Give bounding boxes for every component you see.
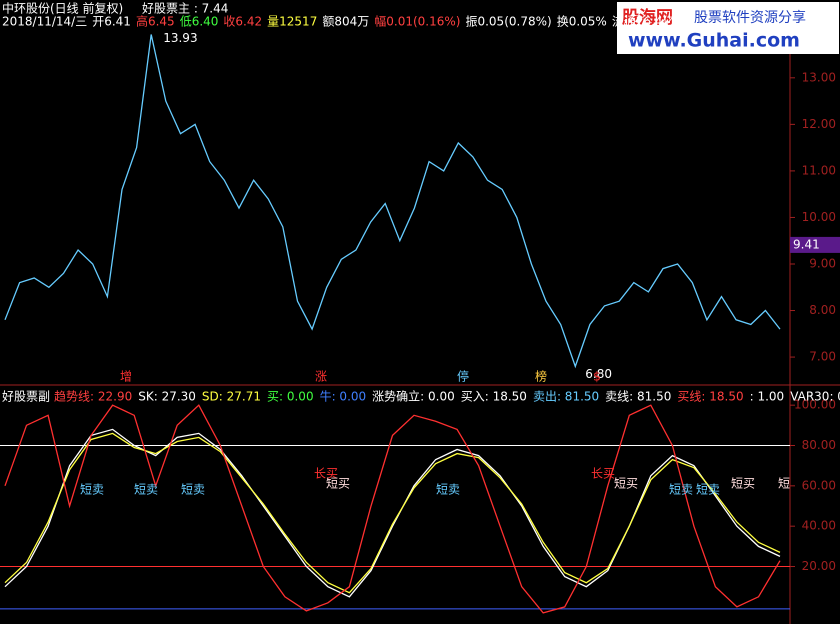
quote-item: 额804万 bbox=[322, 15, 369, 29]
series-line bbox=[4, 432, 781, 594]
legend-item: 趋势线: 22.90 bbox=[54, 390, 132, 404]
quote-item: 换0.05% bbox=[557, 15, 607, 29]
logo-box bbox=[617, 2, 839, 54]
event-marker: 增 bbox=[120, 370, 132, 384]
signal-label: 短卖 bbox=[181, 483, 205, 497]
max-label: 13.93 bbox=[163, 31, 197, 45]
quote-item: 幅0.01(0.16%) bbox=[374, 14, 460, 29]
legend-item: : 1.00 bbox=[750, 390, 785, 404]
event-marker: 榜 bbox=[535, 369, 547, 384]
signal-label: 短卖 bbox=[134, 483, 158, 497]
legend-item: SD: 27.71 bbox=[202, 390, 261, 404]
legend-item: 买线: 18.50 bbox=[677, 390, 743, 404]
legend-item: 买: 0.00 bbox=[267, 390, 314, 404]
signal-label: 短买 bbox=[326, 477, 350, 491]
y-tick-label: 60.00 bbox=[802, 478, 836, 492]
min-label: 6.80 bbox=[585, 367, 612, 381]
y-tick-label: 12.00 bbox=[802, 117, 836, 131]
legend-item: 买入: 18.50 bbox=[461, 390, 527, 404]
logo-url: www.Guhai.com bbox=[628, 30, 800, 52]
signal-label: 短卖 bbox=[669, 483, 693, 497]
legend-item: 卖出: 81.50 bbox=[533, 390, 599, 404]
series-line bbox=[4, 34, 781, 369]
price-tag-label: 9.41 bbox=[793, 237, 820, 251]
quote-item: 2018/11/14/三 bbox=[2, 15, 87, 29]
y-tick-label: 8.00 bbox=[809, 303, 836, 317]
y-tick-label: 11.00 bbox=[802, 163, 836, 177]
series-line bbox=[4, 404, 781, 614]
y-tick-label: 13.00 bbox=[802, 70, 836, 84]
header-indicator: 好股票主 : 7.44 bbox=[142, 2, 228, 16]
signal-label: 短 bbox=[778, 477, 790, 491]
header-title: 中环股份(日线 前复权) bbox=[2, 1, 123, 16]
quote-item: 收6.42 bbox=[223, 15, 262, 29]
logo-brand: 股海网 bbox=[622, 7, 673, 28]
y-tick-label: 20.00 bbox=[802, 559, 836, 573]
y-tick-label: 7.00 bbox=[809, 350, 836, 364]
quote-item: 低6.40 bbox=[180, 15, 219, 29]
series-line bbox=[4, 428, 781, 598]
signal-label: 长买 bbox=[314, 467, 338, 481]
y-tick-label: 100.00 bbox=[794, 398, 836, 412]
y-tick-label: 10.00 bbox=[802, 210, 836, 224]
quote-item: 流通26.4亿 bbox=[612, 14, 675, 29]
signal-label: 短卖 bbox=[436, 483, 460, 497]
quote-item: 振0.05(0.78%) bbox=[465, 15, 551, 29]
indicator-title: 好股票副 bbox=[2, 390, 50, 404]
signal-label: 短买 bbox=[731, 477, 755, 491]
signal-label: 长买 bbox=[591, 467, 615, 481]
legend-item: 卖线: 81.50 bbox=[605, 390, 671, 404]
price-tag bbox=[790, 236, 840, 253]
quote-item: 量12517 bbox=[267, 15, 317, 29]
y-tick-label: 9.00 bbox=[809, 256, 836, 270]
event-marker: $ bbox=[593, 370, 601, 384]
quote-item: 开6.41 bbox=[92, 15, 131, 29]
legend-item: 涨势确立: 0.00 bbox=[372, 389, 455, 404]
logo-slogan: 股票软件资源分享 bbox=[694, 9, 806, 26]
y-tick-label: 40.00 bbox=[802, 519, 836, 533]
quote-item: 高6.45 bbox=[136, 14, 175, 29]
signal-label: 短卖 bbox=[80, 483, 104, 497]
signal-label: 短卖 bbox=[696, 483, 720, 497]
y-tick-label: 80.00 bbox=[802, 438, 836, 452]
legend-item: SK: 27.30 bbox=[138, 390, 196, 404]
signal-label: 短买 bbox=[614, 477, 638, 491]
event-marker: 停 bbox=[457, 369, 469, 384]
legend-item: VAR30: 0.00 bbox=[790, 390, 840, 404]
legend-item: 牛: 0.00 bbox=[320, 389, 367, 404]
event-marker: 涨 bbox=[315, 369, 327, 384]
